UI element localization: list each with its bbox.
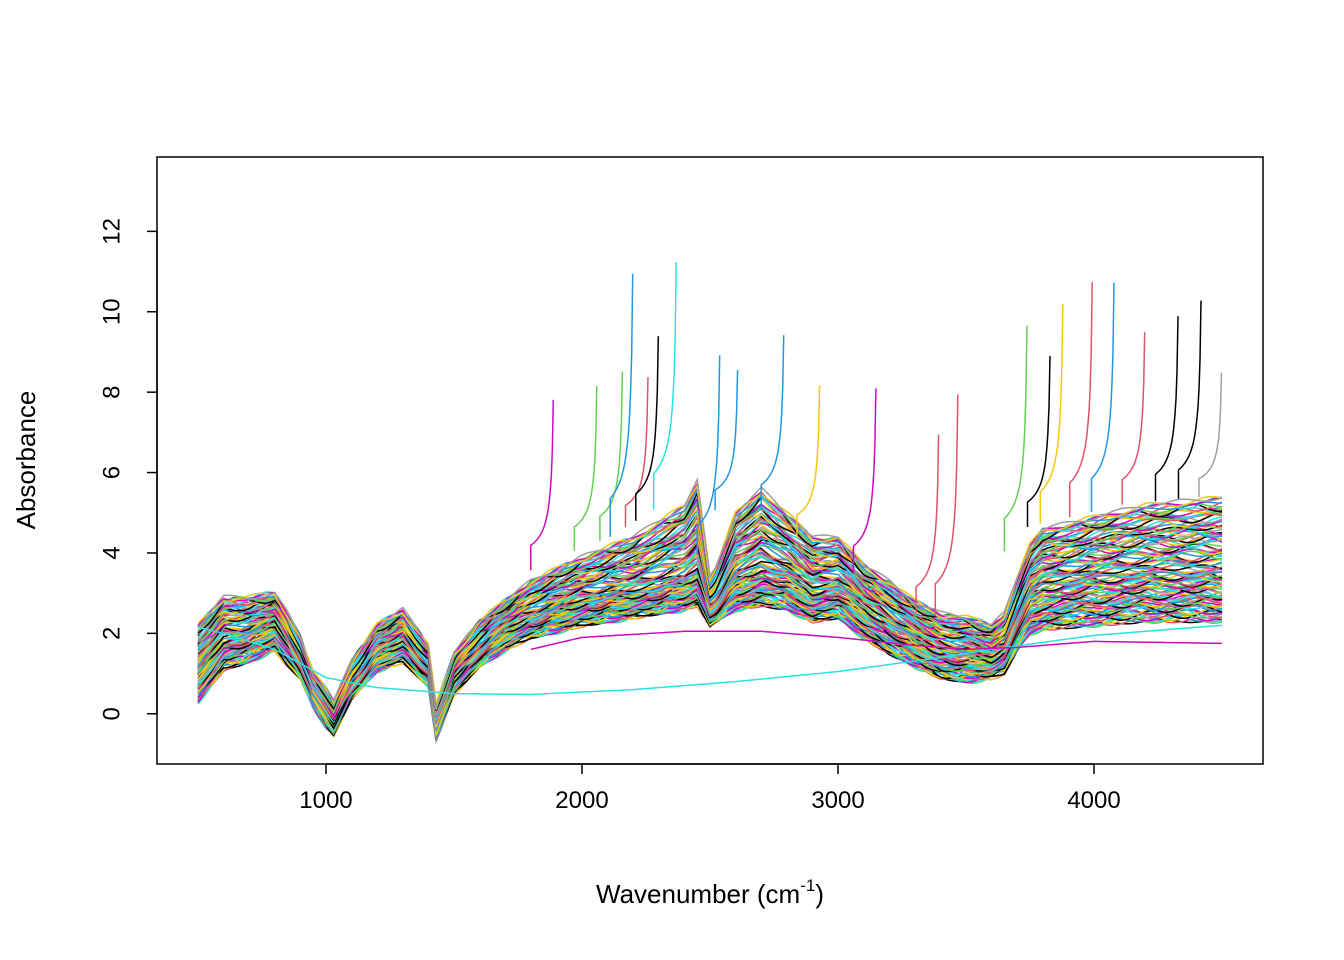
absorbance-spike (934, 394, 959, 617)
absorbance-spike (796, 385, 821, 537)
absorbance-spike (1090, 282, 1115, 512)
absorbance-spike (573, 385, 598, 551)
y-tick-label: 10 (98, 298, 125, 325)
absorbance-spike (915, 434, 940, 613)
absorbance-spike (599, 371, 624, 541)
absorbance-spike (530, 399, 555, 571)
x-axis-title: Wavenumber (cm-1) (596, 876, 824, 909)
absorbance-spike (760, 335, 785, 511)
x-tick-label: 1000 (299, 787, 352, 814)
y-tick-label: 12 (98, 218, 125, 245)
y-axis: 0 2 4 6 8 10 12 (98, 218, 158, 720)
absorbance-spike (1068, 282, 1093, 518)
outlier-spectrum-line (530, 630, 1222, 651)
x-tick-label: 3000 (811, 787, 864, 814)
absorbance-spike (696, 355, 721, 555)
absorbance-spike (1121, 332, 1146, 505)
absorbance-spike (852, 388, 877, 574)
absorbance-spike (714, 369, 739, 511)
absorbance-spike (1026, 355, 1051, 527)
absorbance-spike (1177, 300, 1202, 499)
x-tick-label: 4000 (1067, 787, 1120, 814)
absorbance-spike (652, 262, 677, 510)
absorbance-spike (1039, 303, 1064, 524)
outlier-spectrum-line (197, 624, 1223, 696)
spectrum-line (197, 477, 1223, 709)
y-tick-label: 8 (98, 385, 125, 398)
y-tick-label: 2 (98, 627, 125, 640)
spectra-lines (197, 262, 1223, 744)
absorbance-spike (1198, 372, 1223, 497)
y-tick-label: 4 (98, 546, 125, 559)
x-tick-label: 2000 (555, 787, 608, 814)
x-axis: 1000 2000 3000 4000 (299, 763, 1121, 814)
y-axis-title: Absorbance (11, 391, 41, 530)
y-tick-label: 6 (98, 466, 125, 479)
absorbance-spike (609, 273, 634, 537)
y-tick-label: 0 (98, 707, 125, 720)
absorbance-spike (1003, 325, 1028, 552)
spectrum-line (197, 483, 1223, 705)
absorbance-spike (635, 336, 660, 521)
absorbance-spike (1154, 316, 1179, 502)
plot-frame (156, 156, 1264, 765)
absorbance-spike (624, 377, 649, 528)
